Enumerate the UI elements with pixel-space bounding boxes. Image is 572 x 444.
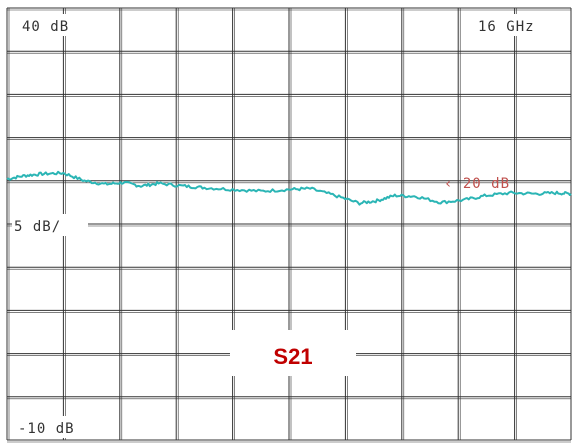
s21-trace-label: S21 <box>273 344 312 369</box>
top-left-label-bg <box>20 14 84 36</box>
bottom-left-label-bg <box>14 416 100 438</box>
reference-marker-label: ‹ 20 dB <box>444 176 510 192</box>
scale-label: 5 dB/ <box>14 219 61 235</box>
left-mid-label-bg <box>12 214 88 236</box>
s21-trace <box>6 170 572 206</box>
bottom-left-label: -10 dB <box>18 421 75 437</box>
top-right-label: 16 GHz <box>478 19 535 35</box>
top-left-label: 40 dB <box>22 19 69 35</box>
s21-label-bg <box>230 330 356 376</box>
top-right-label-bg <box>472 14 566 36</box>
